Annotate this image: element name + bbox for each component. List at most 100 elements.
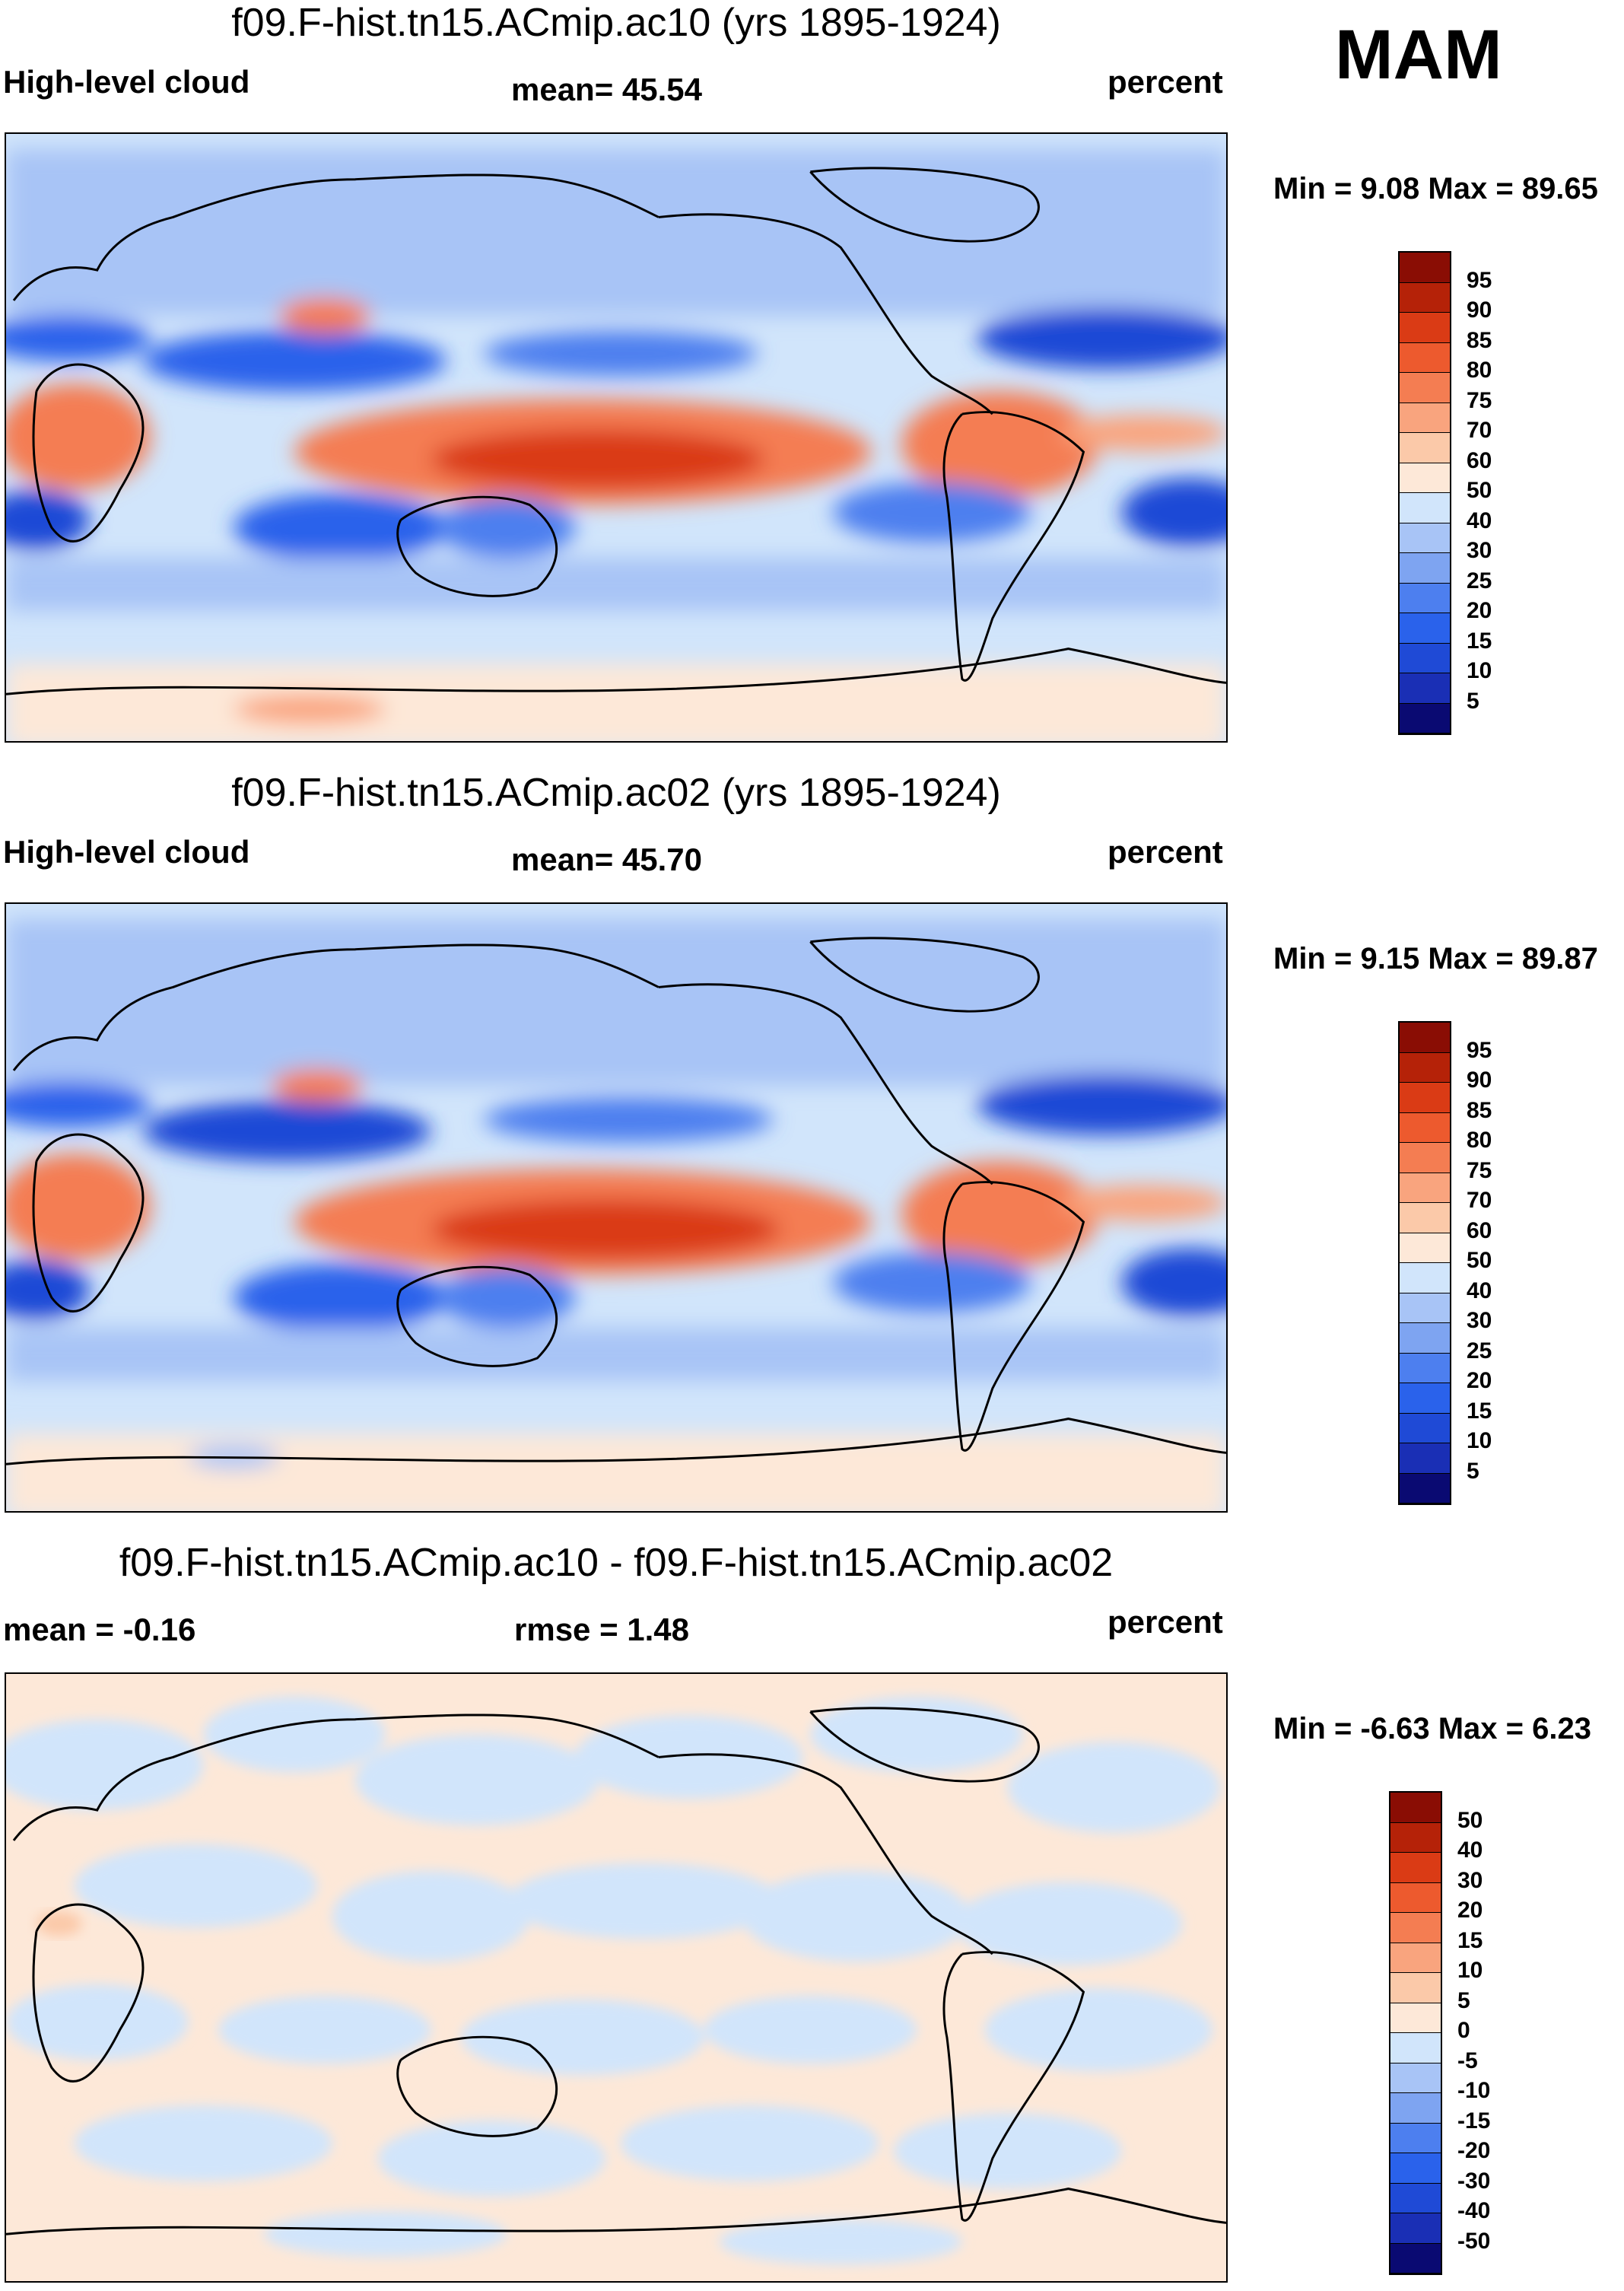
colorbar-swatch — [1400, 493, 1450, 523]
colorbar-tick-label: 85 — [1467, 1097, 1492, 1123]
colorbar-swatch — [1400, 1473, 1450, 1503]
panel2-sh-band — [6, 1328, 1226, 1381]
colorbar-swatch — [1390, 1882, 1441, 1913]
panel2-coastlines — [6, 937, 1226, 1465]
panel1-title: f09.F-hist.tn15.ACmip.ac10 (yrs 1895-192… — [231, 1, 1001, 45]
panel1-minmax-label: Min = 9.08 Max = 89.65 — [1273, 172, 1598, 205]
panel3-contour-field — [6, 1674, 1226, 2281]
panel3-patch-10 — [742, 1870, 970, 1962]
panel3-positive-spot — [36, 1911, 82, 1936]
panel3-patch-4 — [575, 1715, 803, 1799]
panel3-arctic-islands-coast — [809, 1707, 1040, 1783]
panel3-minmax-label: Min = -6.63 Max = 6.23 — [1273, 1712, 1591, 1745]
colorbar-tick-label: -50 — [1457, 2228, 1491, 2254]
colorbar-swatch — [1390, 1973, 1441, 2003]
colorbar-swatch — [1400, 1023, 1450, 1053]
colorbar-swatch — [1400, 1323, 1450, 1354]
colorbar-tick-label: 30 — [1467, 1308, 1492, 1333]
panel1-sw-atlantic-low — [1121, 478, 1226, 547]
panel1-atlantic-itcz — [1060, 415, 1226, 451]
colorbar-tick-label: 5 — [1467, 688, 1479, 714]
colorbar-tick-label: 60 — [1467, 1217, 1492, 1243]
colorbar-swatch — [1390, 2033, 1441, 2063]
colorbar-tick-label: 20 — [1467, 1368, 1492, 1393]
panel2-warm-pool-core — [431, 1199, 780, 1260]
colorbar-tick-label: 20 — [1457, 1898, 1483, 1923]
panel3-units-label: percent — [1108, 1604, 1223, 1640]
panel1-pacific-low — [484, 330, 758, 377]
panel2-map — [5, 902, 1228, 1513]
panel3-map — [5, 1672, 1228, 2283]
colorbar-swatch — [1390, 1822, 1441, 1853]
colorbar-swatch — [1400, 1173, 1450, 1203]
colorbar-swatch — [1400, 523, 1450, 553]
colorbar-swatch — [1400, 583, 1450, 613]
colorbar-tick-label: 10 — [1467, 658, 1492, 683]
panel3-patch-14 — [461, 1999, 704, 2076]
panel1-map — [5, 132, 1228, 743]
colorbar-swatch — [1400, 1112, 1450, 1143]
panel3-patch-17 — [74, 2105, 332, 2181]
colorbar-swatch — [1400, 433, 1450, 463]
colorbar-tick-label: -5 — [1457, 2048, 1478, 2073]
colorbar-tick-label: 90 — [1467, 298, 1492, 323]
panel3-antarctica-coast — [6, 2188, 1226, 2235]
panel1-asia-jet-low — [142, 330, 447, 392]
panel2-africa-coast — [32, 1133, 145, 1313]
colorbar-tick-label: -40 — [1457, 2198, 1491, 2223]
panel2-units-label: percent — [1108, 834, 1223, 870]
panel3-patch-19 — [620, 2105, 879, 2181]
panel3-patch-2 — [203, 1696, 386, 1773]
panel1-africa-coast — [32, 363, 145, 543]
colorbar-swatch — [1390, 1853, 1441, 1883]
panel2-amazon-convection — [901, 1161, 1099, 1268]
colorbar-swatch — [1400, 1443, 1450, 1474]
panel3-patch-9 — [507, 1863, 780, 1939]
panel2-africa-convection — [6, 1153, 151, 1260]
colorbar-swatch — [1400, 342, 1450, 373]
panel2-pacific-low — [484, 1096, 773, 1143]
colorbar-swatch — [1400, 1383, 1450, 1414]
colorbar-swatch — [1400, 1203, 1450, 1233]
panel1-colorbar: 95 90 85 80 75 70 60 50 40 30 25 20 15 10 5 — [1398, 251, 1550, 735]
colorbar-swatch — [1390, 2213, 1441, 2244]
panel3-colorbar-ramp — [1389, 1791, 1442, 2275]
panel1-tibet-high — [279, 297, 370, 334]
colorbar-tick-label: -10 — [1457, 2078, 1491, 2103]
colorbar-swatch — [1400, 253, 1450, 283]
panel2-antarctic-band — [6, 1433, 1226, 1511]
panel2-atlantic-itcz — [1060, 1185, 1226, 1221]
panel2-eurasia-coast — [12, 943, 659, 1071]
panel3-africa-coast — [32, 1903, 145, 2083]
colorbar-tick-label: 50 — [1457, 1807, 1483, 1833]
panel3-patch-22 — [719, 2219, 962, 2265]
panel2-arctic-islands-coast — [809, 937, 1040, 1013]
panel1-australia-coast — [396, 495, 558, 597]
panel2-nh-band — [6, 918, 1226, 1086]
panel1-atlantic-low-west — [6, 315, 151, 361]
panel2-colorbar: 95 90 85 80 75 70 60 50 40 30 25 20 15 10 5 — [1398, 1021, 1550, 1505]
panel2-minmax-label: Min = 9.15 Max = 89.87 — [1273, 942, 1598, 975]
colorbar-swatch — [1400, 373, 1450, 403]
colorbar-tick-label: 15 — [1457, 1927, 1483, 1953]
panel1-antarctic-high — [234, 694, 386, 725]
colorbar-tick-label: 15 — [1467, 628, 1492, 654]
colorbar-swatch — [1400, 703, 1450, 733]
panel1-australia-low — [438, 497, 576, 558]
panel2-australia-coast — [396, 1265, 558, 1367]
colorbar-tick-label: 80 — [1467, 1128, 1492, 1153]
colorbar-swatch — [1390, 2093, 1441, 2124]
panel1-variable-label: High-level cloud — [3, 64, 250, 100]
colorbar-tick-label: 40 — [1467, 508, 1492, 533]
colorbar-tick-label: 20 — [1467, 598, 1492, 623]
panel3-patch-13 — [218, 1995, 431, 2064]
season-label: MAM — [1335, 16, 1502, 94]
panel2-north-america-coast — [658, 983, 993, 1185]
colorbar-swatch — [1390, 2243, 1441, 2273]
colorbar-swatch — [1400, 1413, 1450, 1443]
colorbar-tick-label: 70 — [1467, 1188, 1492, 1213]
colorbar-swatch — [1400, 403, 1450, 433]
colorbar-swatch — [1390, 2063, 1441, 2093]
panel1-nh-band — [6, 148, 1226, 316]
colorbar-swatch — [1400, 1263, 1450, 1293]
